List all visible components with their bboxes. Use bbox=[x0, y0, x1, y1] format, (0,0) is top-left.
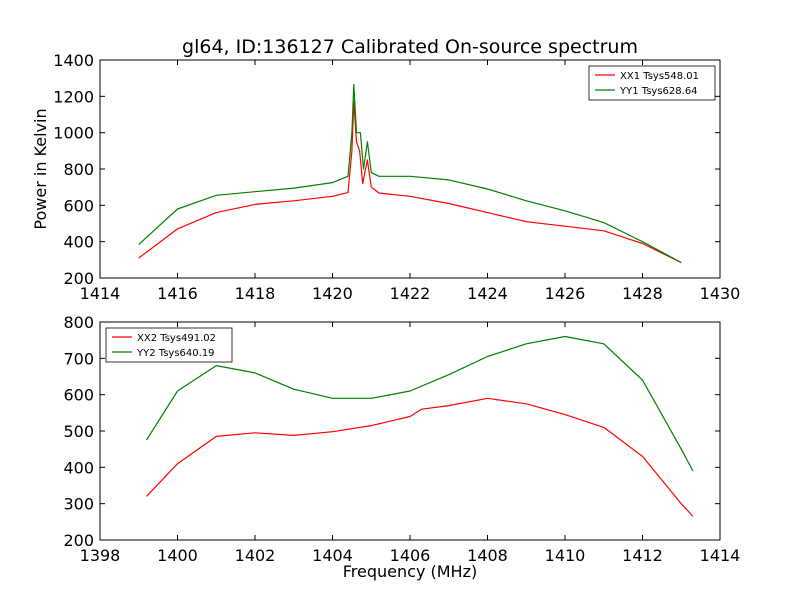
top-y-tick-label: 1000 bbox=[53, 124, 94, 143]
bottom-x-tick-label: 1408 bbox=[467, 546, 508, 565]
top-x-tick-label: 1424 bbox=[467, 284, 508, 303]
chart-title: gl64, ID:136127 Calibrated On-source spe… bbox=[182, 36, 638, 58]
bottom-series-line-1 bbox=[146, 397, 694, 517]
top-y-tick-label: 800 bbox=[63, 160, 94, 179]
top-x-tick-label: 1416 bbox=[157, 284, 198, 303]
top-legend: XX1 Tsys548.01 YY1 Tsys628.64 bbox=[588, 65, 716, 101]
bottom-y-tick-label: 800 bbox=[63, 313, 94, 332]
bottom-y-tick-label: 500 bbox=[63, 422, 94, 441]
bottom-x-tick-label: 1414 bbox=[700, 546, 741, 565]
bottom-y-tick-label: 300 bbox=[63, 495, 94, 514]
bottom-x-tick-label: 1406 bbox=[390, 546, 431, 565]
bottom-legend-label-2: YY2 Tsys640.19 bbox=[136, 348, 215, 359]
bottom-x-tick-label: 1410 bbox=[545, 546, 586, 565]
bottom-y-tick-label: 400 bbox=[63, 458, 94, 477]
top-y-tick-label: 400 bbox=[63, 233, 94, 252]
top-y-tick-label: 200 bbox=[63, 269, 94, 288]
top-legend-box bbox=[588, 65, 716, 101]
top-series-line-1 bbox=[138, 101, 682, 264]
top-x-tick-label: 1430 bbox=[700, 284, 741, 303]
top-x-tick-label: 1426 bbox=[545, 284, 586, 303]
top-x-tick-label: 1428 bbox=[622, 284, 663, 303]
top-x-tick-label: 1418 bbox=[235, 284, 276, 303]
bottom-legend-box bbox=[105, 327, 233, 363]
top-subplot: 1414 1416 1418 1420 1422 1424 1426 1428 1430 200 4… bbox=[53, 51, 740, 303]
top-y-tick-label: 1400 bbox=[53, 51, 94, 70]
top-legend-label-2: YY1 Tsys628.64 bbox=[619, 86, 698, 97]
top-legend-label-1: XX1 Tsys548.01 bbox=[620, 71, 699, 82]
top-y-tick-label: 1200 bbox=[53, 87, 94, 106]
top-series-line-2 bbox=[138, 83, 682, 264]
bottom-legend-label-1: XX2 Tsys491.02 bbox=[137, 333, 216, 344]
bottom-series-line-2 bbox=[145, 335, 694, 472]
bottom-x-tick-label: 1412 bbox=[622, 546, 663, 565]
bottom-y-tick-label: 700 bbox=[63, 349, 94, 368]
top-x-tick-label: 1414 bbox=[80, 284, 121, 303]
bottom-subplot: 1398 1400 1402 1404 1406 1408 1410 1412 1414 200 3… bbox=[63, 313, 740, 565]
top-x-tick-label: 1420 bbox=[312, 284, 353, 303]
top-x-tick-label: 1422 bbox=[390, 284, 431, 303]
bottom-legend: XX2 Tsys491.02 YY2 Tsys640.19 bbox=[105, 327, 233, 363]
bottom-y-tick-label: 200 bbox=[63, 531, 94, 550]
x-axis-label: Frequency (MHz) bbox=[343, 562, 477, 581]
bottom-x-tick-label: 1402 bbox=[235, 546, 276, 565]
bottom-y-tick-label: 600 bbox=[63, 386, 94, 405]
top-y-tick-label: 600 bbox=[63, 196, 94, 215]
bottom-x-tick-label: 1398 bbox=[80, 546, 121, 565]
y-axis-label: Power in Kelvin bbox=[31, 108, 50, 229]
bottom-x-tick-label: 1404 bbox=[312, 546, 353, 565]
bottom-x-tick-label: 1400 bbox=[157, 546, 198, 565]
